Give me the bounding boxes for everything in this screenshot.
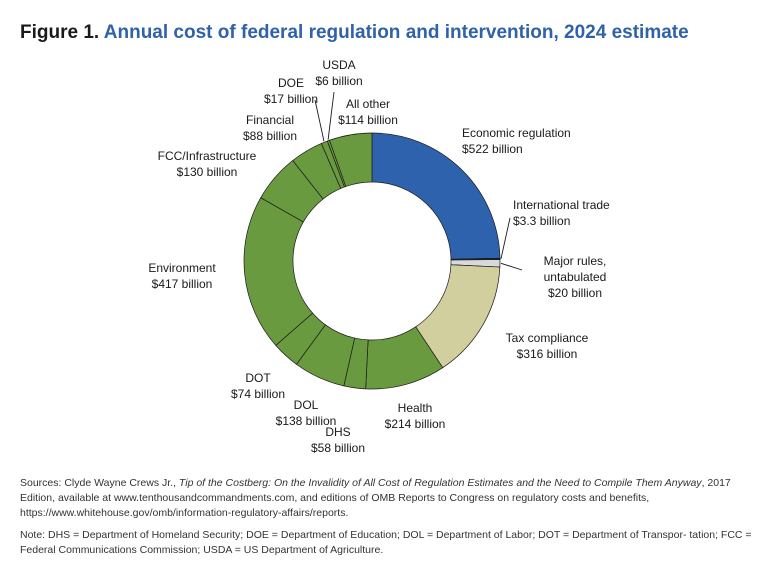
donut-chart-svg: Economic regulation $522 billion Internati… [148,58,610,455]
label-line: $88 billion [243,129,297,143]
label-line: $58 billion [311,441,365,455]
label-line: $114 billion [338,113,398,127]
label-line: DOT [245,371,271,385]
slice-economic-regulation [371,132,501,260]
label-line: Environment [148,261,216,275]
label-line: Health [398,401,433,415]
label-line: $138 billion [276,414,337,428]
figure-title-text: Annual cost of federal regulation and in… [103,22,689,43]
label-usda: USDA $6 billion [315,60,362,88]
label-line: DOE [278,76,304,90]
label-international-trade: International trade $3.3 billion [513,198,610,228]
donut-slices [243,132,501,390]
label-line: Economic regulation [462,126,571,140]
label-line: $17 billion [264,92,318,106]
label-line: $214 billion [385,417,446,431]
leader-international-trade [500,217,511,259]
label-line: FCC/Infrastructure [158,149,257,163]
label-line: $20 billion [548,286,602,300]
label-line: $522 billion [462,142,523,156]
label-line: All other [346,97,390,111]
label-financial: Financial $88 billion [243,113,297,143]
label-line: International trade [513,198,610,212]
note-text: Note: DHS = Department of Homeland Secur… [20,529,752,556]
slice-labels: Economic regulation $522 billion Internati… [148,58,610,455]
leader-major-rules-untabulated [500,262,523,271]
label-environment: Environment $417 billion [148,261,216,291]
sources-italic-title: Tip of the Costberg: On the Invalidity o… [178,477,702,489]
slice-all-other [329,132,373,187]
leader-usda [327,91,335,140]
sources-text: Sources: Clyde Wayne Crews Jr., Tip of t… [20,476,755,521]
label-dol: DOL $138 billion [276,398,337,428]
sources-prefix: Sources: Clyde Wayne Crews Jr., [20,477,179,489]
label-all-other: All other $114 billion [338,97,398,127]
figure-title: Figure 1. Annual cost of federal regulat… [20,22,689,44]
label-dot: DOT $74 billion [231,371,285,401]
label-economic-regulation: Economic regulation $522 billion [462,126,571,156]
label-line: $3.3 billion [513,214,570,228]
sources-rest: , 2017 Edition, available at www.tenthou… [20,477,731,519]
label-fcc-infrastructure: FCC/Infrastructure $130 billion [158,149,257,179]
label-line: $6 billion [315,74,362,88]
label-dhs: DHS $58 billion [311,425,365,455]
donut-chart: Economic regulation $522 billion Internati… [0,58,775,460]
leader-lines [314,91,523,271]
label-line: $74 billion [231,387,285,401]
label-tax-compliance: Tax compliance $316 billion [506,331,589,361]
label-major-rules-untabulated: Major rules, untabulated $20 billion [544,254,607,300]
label-doe: DOE $17 billion [264,76,318,106]
label-line: Financial [246,113,294,127]
leader-doe [314,99,325,142]
label-line: Major rules, [544,254,607,268]
label-line: DOL [294,398,319,412]
label-line: $417 billion [152,277,213,291]
label-line: $316 billion [517,347,578,361]
label-health: Health $214 billion [385,401,446,431]
label-line: USDA [322,60,355,72]
label-line: $130 billion [177,165,238,179]
figure-number: Figure 1. [20,22,100,43]
label-line: untabulated [544,270,607,284]
label-line: Tax compliance [506,331,589,345]
label-line: DHS [325,425,350,439]
